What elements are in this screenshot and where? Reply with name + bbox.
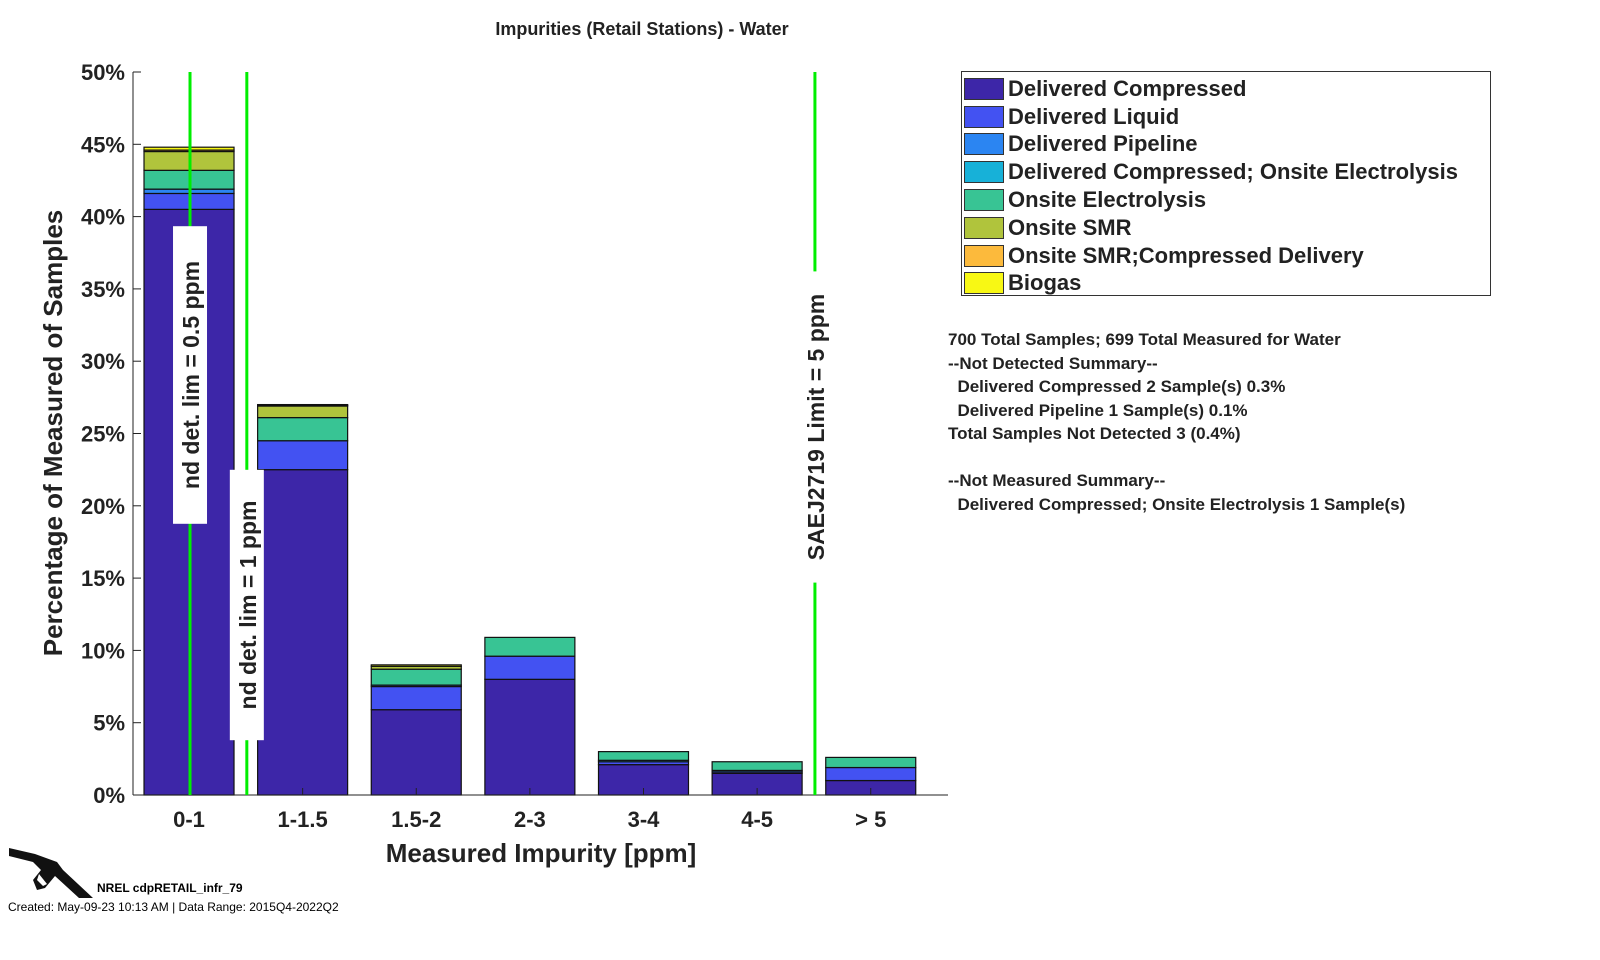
bar-segment (257, 403, 349, 406)
x-tick-label: > 5 (855, 807, 886, 832)
note-line: Total Samples Not Detected 3 (0.4%) (948, 424, 1241, 443)
legend-item: Delivered Liquid (962, 103, 1490, 131)
legend-label: Delivered Pipeline (1008, 131, 1198, 157)
bar-segment (711, 761, 803, 772)
y-tick-label: 50% (81, 60, 125, 85)
reference-label: nd det. lim = 0.5 ppm (178, 261, 204, 489)
x-tick-label: 3-4 (628, 807, 661, 832)
note-line (948, 446, 1405, 470)
chart-id: NREL cdpRETAIL_infr_79 (97, 881, 243, 895)
bar-segment (484, 678, 576, 796)
legend-label: Delivered Compressed; Onsite Electrolysi… (1008, 159, 1458, 185)
y-tick-label: 30% (81, 349, 125, 374)
bar-segment (370, 664, 462, 667)
bar-segment (370, 668, 462, 686)
legend-swatch (964, 244, 1004, 267)
fuel-nozzle-icon (9, 848, 93, 898)
bar-segment (370, 709, 462, 796)
y-tick-label: 5% (93, 711, 125, 736)
created-info: Created: May-09-23 10:13 AM | Data Range… (8, 900, 339, 914)
legend-item: Onsite Electrolysis (962, 186, 1490, 214)
bar-segment (825, 766, 917, 782)
bar-segment (484, 655, 576, 680)
legend-item: Delivered Compressed (962, 75, 1490, 103)
bar-segment (257, 416, 349, 442)
x-tick-label: 4-5 (741, 807, 773, 832)
bar-segment (257, 469, 349, 796)
x-tick-label: 1.5-2 (391, 807, 441, 832)
y-tick-label: 10% (81, 638, 125, 663)
bar-segment (597, 751, 690, 761)
bar-segment (484, 636, 576, 657)
note-line: Delivered Compressed 2 Sample(s) 0.3% (948, 377, 1286, 396)
legend-label: Delivered Liquid (1008, 103, 1180, 129)
legend-swatch (964, 77, 1004, 100)
bar-segment (825, 756, 917, 769)
reference-label: nd det. lim = 1 ppm (235, 501, 261, 710)
note-line: 700 Total Samples; 699 Total Measured fo… (948, 330, 1341, 349)
summary-notes: 700 Total Samples; 699 Total Measured fo… (948, 328, 1405, 516)
legend-label: Onsite Electrolysis (1008, 187, 1207, 213)
x-tick-label: 1-1.5 (278, 807, 328, 832)
y-tick-label: 40% (81, 205, 125, 230)
x-tick-label: 2-3 (514, 807, 546, 832)
reference-label-bg (797, 271, 832, 583)
legend-swatch (964, 189, 1004, 212)
legend-item: Onsite SMR (962, 214, 1490, 242)
chart-title: Impurities (Retail Stations) - Water (495, 19, 788, 39)
note-line: Delivered Compressed; Onsite Electrolysi… (948, 494, 1406, 514)
bar-segment (257, 440, 349, 471)
x-axis-label: Measured Impurity [ppm] (386, 838, 697, 868)
legend-label: Biogas (1008, 270, 1082, 296)
reference-label-bg (173, 226, 208, 524)
bar-segment (257, 405, 349, 419)
note-line: --Not Measured Summary-- (948, 471, 1166, 490)
note-line: Delivered Pipeline 1 Sample(s) 0.1% (948, 400, 1248, 420)
y-tick-label: 20% (81, 494, 125, 519)
legend-item: Delivered Compressed; Onsite Electrolysi… (962, 158, 1490, 186)
legend-label: Delivered Compressed (1008, 75, 1247, 101)
y-axis-label: Percentage of Measured of Samples (38, 210, 68, 656)
reference-label: SAEJ2719 Limit = 5 ppm (803, 294, 829, 561)
legend-label: Onsite SMR (1008, 214, 1132, 240)
legend-item: Delivered Pipeline (962, 131, 1490, 159)
y-tick-label: 25% (81, 422, 125, 447)
reference-label-bg (229, 469, 264, 741)
legend-item: Biogas (962, 270, 1490, 298)
note-line: --Not Detected Summary-- (948, 353, 1158, 373)
legend: Delivered Compressed Delivered Liquid Deli… (961, 71, 1491, 296)
bar-segment (370, 685, 462, 711)
legend-swatch (964, 105, 1004, 128)
legend-swatch (964, 272, 1004, 295)
legend-swatch (964, 161, 1004, 184)
y-tick-label: 45% (81, 132, 125, 157)
legend-swatch (964, 216, 1004, 239)
y-tick-label: 0% (93, 783, 125, 808)
y-tick-label: 15% (81, 566, 125, 591)
legend-label: Onsite SMR;Compressed Delivery (1008, 242, 1364, 268)
x-tick-label: 0-1 (173, 807, 205, 832)
legend-item: Onsite SMR;Compressed Delivery (962, 242, 1490, 270)
y-tick-label: 35% (81, 277, 125, 302)
legend-swatch (964, 133, 1004, 156)
